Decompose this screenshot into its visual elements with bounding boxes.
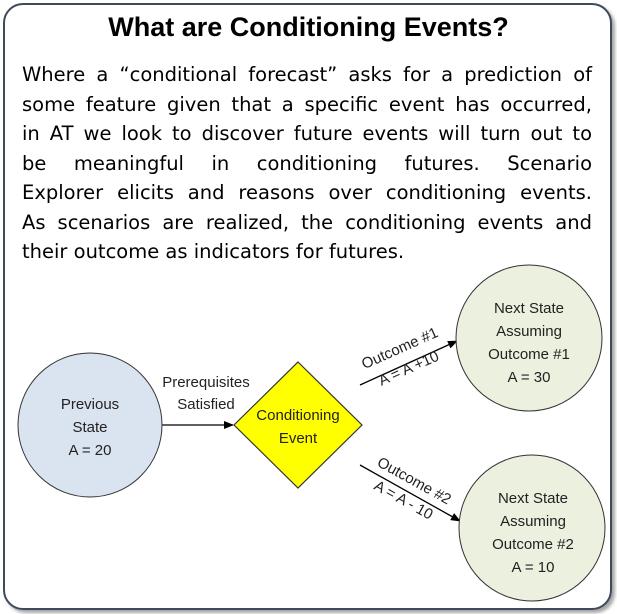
prerequisites-label-1: Prerequisites: [162, 374, 250, 391]
next-state-outcome2-node: [458, 454, 606, 602]
outcome2-arrow: [359, 464, 461, 522]
conditioning-event-label-2: Event: [279, 430, 318, 447]
outcome2-edge-label: Outcome #2 A = A - 10: [371, 454, 454, 524]
description-paragraph: Where a “conditional forecast” asks for …: [22, 60, 592, 267]
next-state2-label-3: Outcome #2: [492, 536, 574, 553]
paragraph-line: their outcome as indicators for futures.: [22, 240, 405, 263]
previous-state-node: [17, 352, 163, 498]
next-state1-label-2: Assuming: [496, 323, 562, 340]
next-state1-label-4: A = 30: [508, 369, 551, 386]
next-state2-label-4: A = 10: [512, 559, 555, 576]
previous-state-label-1: Previous: [61, 396, 119, 413]
next-state-outcome1-node: [455, 264, 603, 412]
paragraph-line: be meaningful in conditioning futures. S…: [22, 151, 592, 175]
page-title: What are Conditioning Events?: [108, 12, 509, 42]
previous-state-label-2: State: [72, 419, 107, 436]
previous-state-label-3: A = 20: [69, 442, 112, 459]
paragraph-line: As scenarios are realized, the condition…: [22, 210, 592, 234]
paragraph-line: Explorer elicits and reasons over condit…: [22, 181, 592, 204]
paragraph-line: some feature given that a specific event…: [22, 92, 592, 116]
prerequisites-label-2: Satisfied: [177, 396, 235, 413]
conditioning-event-label-1: Conditioning: [256, 407, 339, 424]
next-state2-label-1: Next State: [498, 490, 568, 507]
next-state1-label-1: Next State: [494, 300, 564, 317]
next-state1-label-3: Outcome #1: [488, 346, 570, 363]
conditioning-event-node: [233, 361, 363, 489]
outcome1-arrow: [359, 340, 458, 386]
next-state2-label-2: Assuming: [500, 513, 566, 530]
paragraph-line: Where a “conditional forecast” asks for …: [22, 63, 592, 86]
paragraph-line: in AT we look to discover future events …: [22, 122, 592, 145]
outcome1-edge-label: Outcome #1 A = A +10: [359, 324, 442, 389]
